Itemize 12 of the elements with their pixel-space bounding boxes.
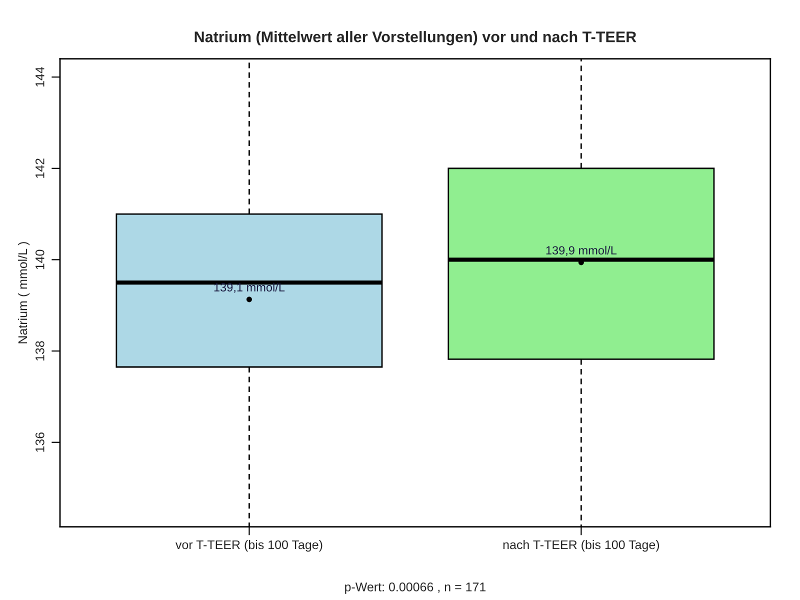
y-tick-label: 140 <box>35 250 44 270</box>
y-tick-label: 142 <box>35 158 44 178</box>
annotation: 139,1 mmol/L <box>214 282 285 293</box>
y-tick-label: 144 <box>36 67 44 87</box>
x-axis-title: p-Wert: 0.00066 , n = 171 <box>345 582 486 594</box>
annotation: 139,9 mmol/L <box>546 246 617 256</box>
y-tick-label: 138 <box>35 341 44 360</box>
y-axis-title: Natrium ( mmol/L ) <box>18 242 30 344</box>
chart-title: Natrium (Mittelwert aller Vorstellungen) vor und nach T-TEER <box>194 31 636 46</box>
x-tick-label: vor T-TEER (bis 100 Tage) <box>176 540 322 552</box>
y-tick-label: 136 <box>35 432 44 452</box>
x-tick-label: nach T-TEER (bis 100 Tage) <box>503 540 660 552</box>
